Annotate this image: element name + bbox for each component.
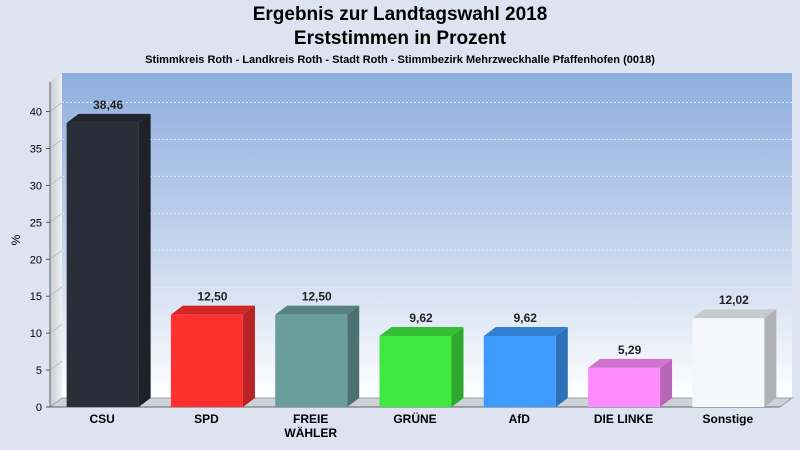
y-tick-label: 40	[30, 107, 42, 119]
bar-front	[66, 122, 139, 407]
bar-front	[170, 314, 243, 407]
gridline-side	[49, 249, 63, 260]
bar-front	[588, 367, 661, 407]
x-tick-label: AfD	[509, 412, 531, 426]
chart-subtitle: Erststimmen in Prozent	[293, 28, 507, 49]
y-tick-label: 35	[30, 143, 42, 155]
x-tick-label: GRÜNE	[393, 411, 436, 426]
bar-2	[170, 305, 255, 407]
bar-side	[555, 326, 568, 407]
bar-3	[275, 305, 360, 407]
bar-5	[483, 326, 568, 407]
y-tick-label: 25	[30, 217, 42, 229]
x-tick-label: FREIE WÄHLER	[284, 412, 337, 440]
gridline-side	[49, 323, 63, 334]
y-tick-label: 0	[36, 402, 42, 414]
value-label: 9,62	[409, 311, 433, 325]
bar-4	[379, 326, 464, 407]
bar-top	[66, 113, 151, 123]
y-tick-label: 30	[30, 180, 42, 192]
bar-side	[242, 305, 255, 407]
bar-front	[379, 335, 452, 407]
y-tick-label: 10	[30, 328, 42, 340]
value-label: 9,62	[514, 311, 538, 325]
gridline-side	[49, 286, 63, 297]
x-tick-label: Sonstige	[703, 412, 754, 426]
bar-top	[692, 309, 777, 319]
bar-side	[764, 309, 777, 407]
y-tick-label: 15	[30, 291, 42, 303]
bar-6	[588, 358, 673, 407]
bar-side	[451, 326, 464, 407]
plot-side-wall	[50, 73, 62, 407]
y-axis-label: %	[9, 234, 23, 245]
value-label: 5,29	[618, 343, 642, 357]
bar-top	[483, 326, 568, 336]
bar-side	[660, 358, 673, 407]
x-tick-label: SPD	[194, 412, 219, 426]
x-tick-label: DIE LINKE	[594, 412, 653, 426]
bar-1	[66, 113, 151, 407]
bar-top	[379, 326, 464, 336]
bar-top	[588, 358, 673, 368]
gridline-side	[49, 176, 63, 186]
value-label: 12,50	[197, 290, 227, 304]
value-label: 12,50	[302, 290, 332, 304]
x-tick-label: CSU	[89, 412, 114, 426]
gridline-side	[49, 102, 63, 112]
gridline-side	[49, 212, 63, 223]
chart-title: Ergebnis zur Landtagswahl 2018	[252, 4, 548, 25]
bar-side	[138, 113, 151, 407]
y-tick-label: 20	[30, 254, 42, 266]
value-label: 38,46	[93, 98, 123, 112]
bar-top	[170, 305, 255, 315]
bar-front	[483, 335, 556, 407]
bar-7	[692, 309, 777, 407]
bar-top	[275, 305, 360, 315]
bar-front	[275, 314, 348, 407]
bar-side	[347, 305, 360, 407]
gridline-side	[49, 360, 63, 371]
y-tick-label: 5	[36, 365, 42, 377]
bar-front	[692, 318, 765, 407]
chart-subsubtitle: Stimmkreis Roth - Landkreis Roth - Stadt…	[145, 54, 655, 66]
value-label: 12,02	[719, 293, 749, 307]
gridline-side	[49, 139, 63, 149]
